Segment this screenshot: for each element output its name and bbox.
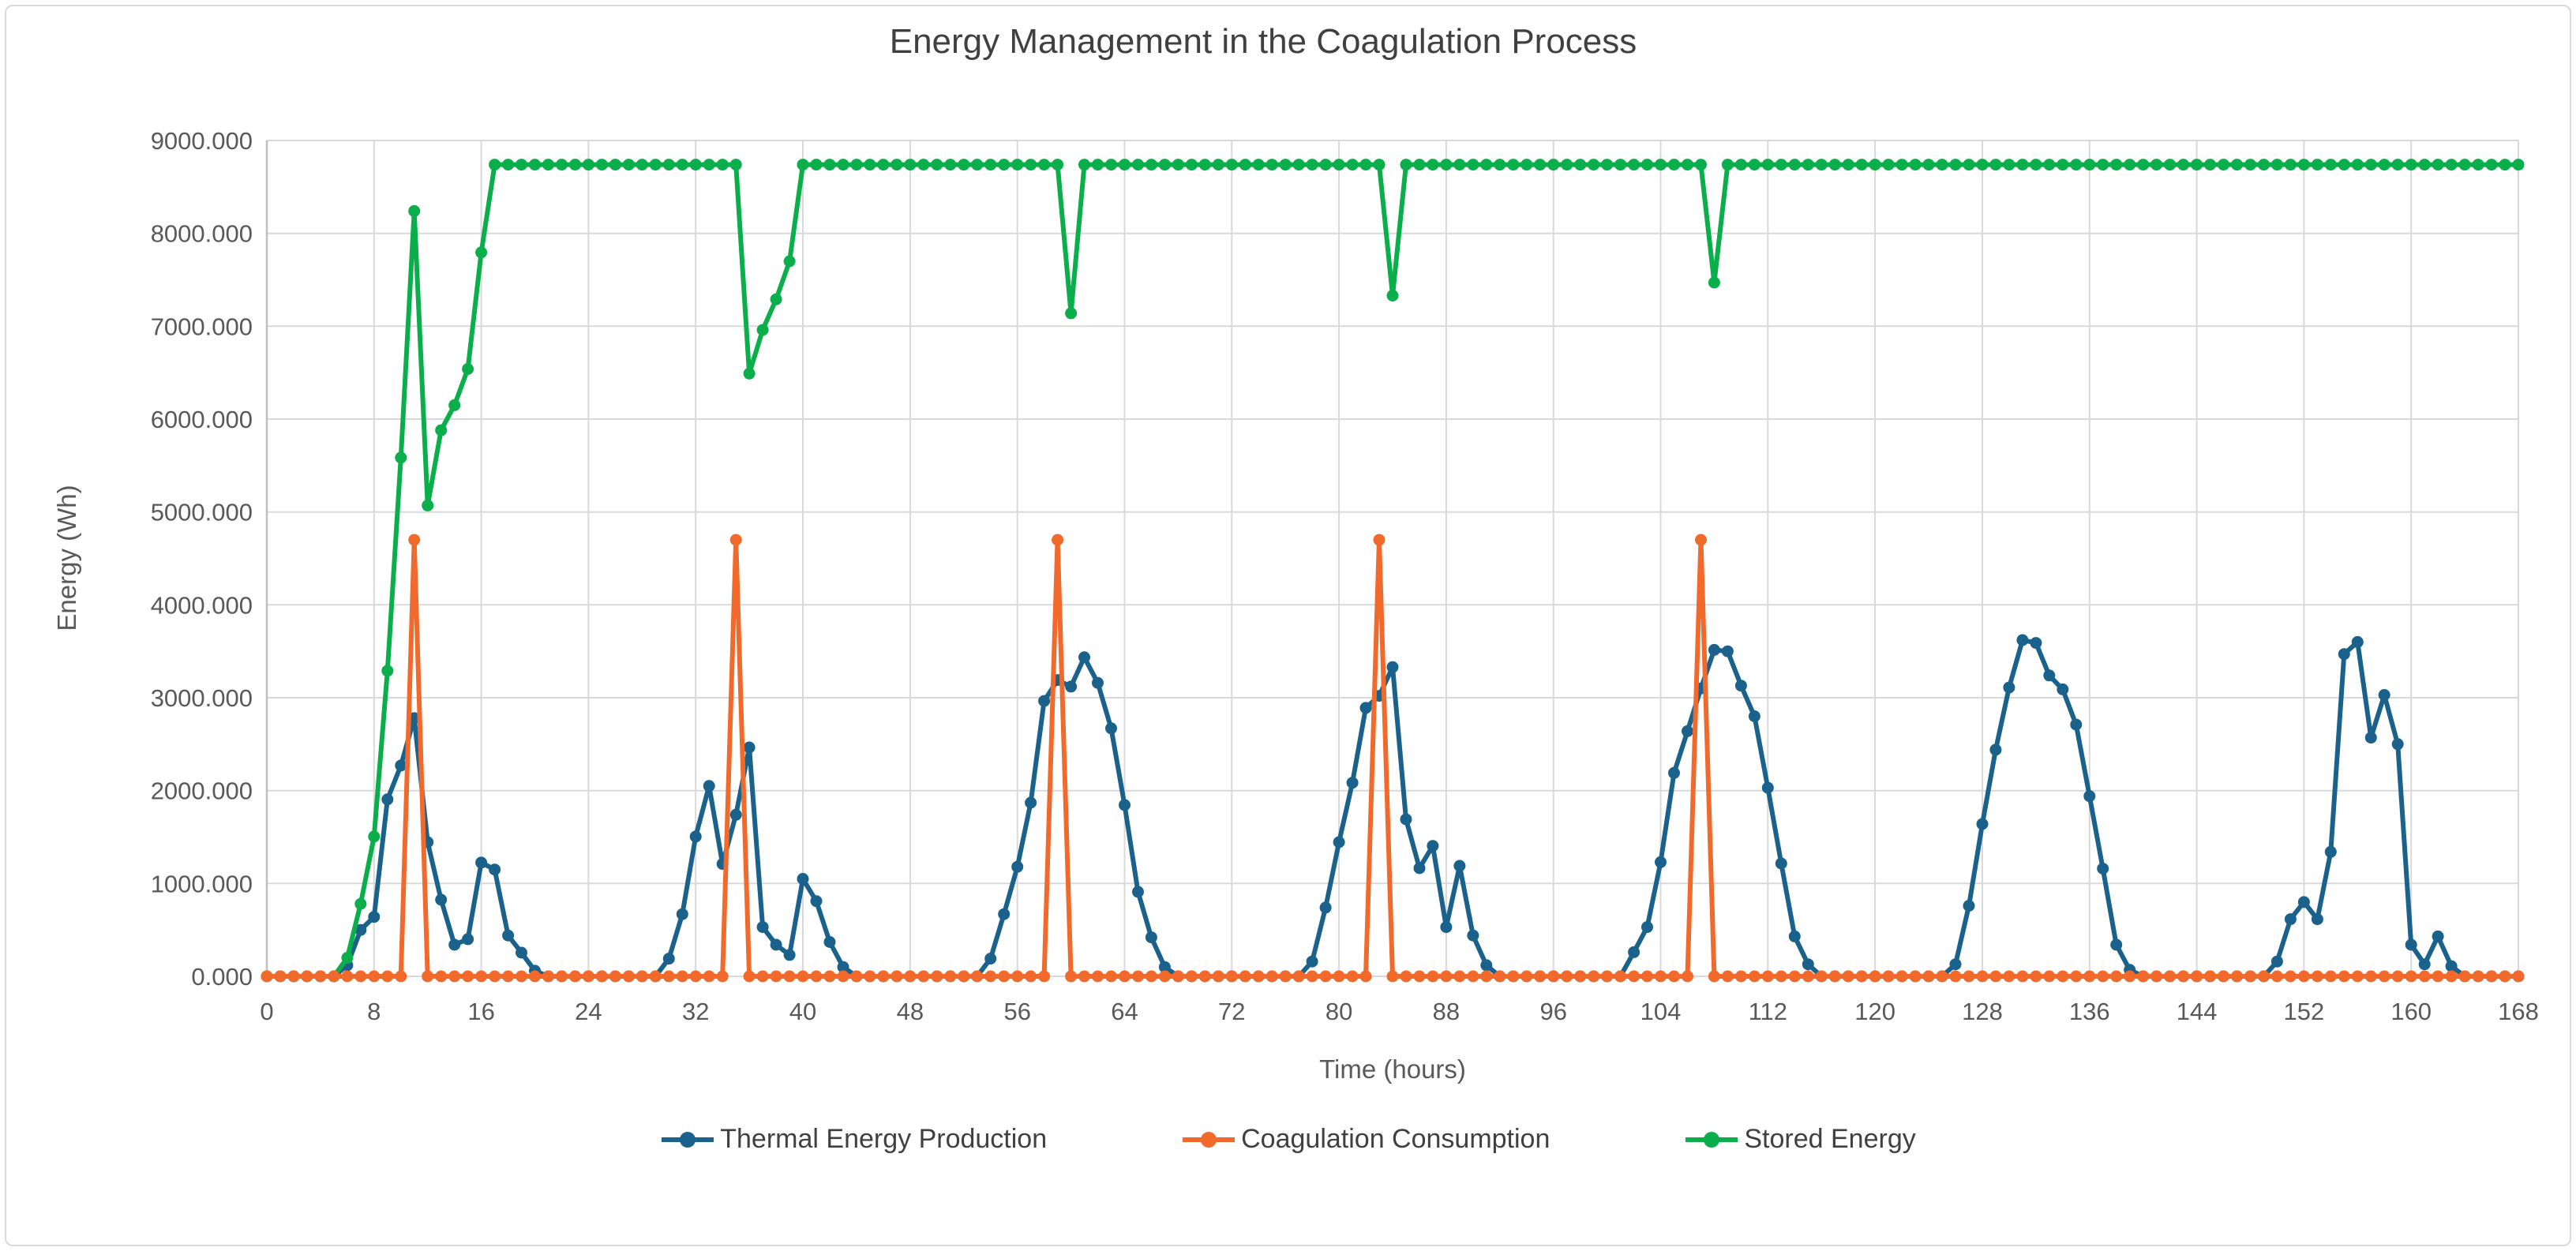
x-tick-label: 56 xyxy=(1003,998,1030,1025)
legend: Thermal Energy Production Coagulation Con… xyxy=(0,1124,2576,1155)
legend-marker-coagulation-consumption xyxy=(1183,1131,1236,1148)
x-tick-label: 64 xyxy=(1111,998,1138,1025)
y-tick-label: 2000.000 xyxy=(151,777,253,805)
x-tick-label: 72 xyxy=(1218,998,1245,1025)
x-tick-label: 80 xyxy=(1325,998,1352,1025)
legend-label-thermal-energy-production: Thermal Energy Production xyxy=(720,1124,1048,1154)
x-tick-label: 96 xyxy=(1539,998,1566,1025)
x-tick-label: 112 xyxy=(1749,998,1787,1025)
x-tick-label: 0 xyxy=(260,998,273,1025)
y-tick-label: 9000.000 xyxy=(151,127,253,155)
x-tick-label: 40 xyxy=(789,998,816,1025)
legend-label-coagulation-consumption: Coagulation Consumption xyxy=(1241,1124,1550,1154)
series-stored-energy xyxy=(261,159,2525,983)
x-tick-label: 160 xyxy=(2390,998,2432,1025)
series-coagulation-consumption-markers xyxy=(261,534,2525,983)
y-tick-label: 5000.000 xyxy=(151,499,253,526)
x-tick-label: 8 xyxy=(367,998,381,1025)
legend-item-stored-energy: Stored Energy xyxy=(1684,1124,1916,1155)
series-stored-energy-line xyxy=(264,162,2521,979)
x-axis-title: Time (hours) xyxy=(1319,1054,1466,1084)
legend-item-thermal-energy-production: Thermal Energy Production xyxy=(660,1124,1047,1155)
y-tick-label: 3000.000 xyxy=(151,684,253,712)
y-tick-label: 8000.000 xyxy=(151,220,253,248)
chart-title: Energy Management in the Coagulation Pro… xyxy=(889,22,1637,61)
x-tick-label: 32 xyxy=(682,998,709,1025)
y-tick-label: 1000.000 xyxy=(151,870,253,897)
gridlines xyxy=(266,140,2519,977)
y-tick-label: 7000.000 xyxy=(151,313,253,340)
x-tick-label: 48 xyxy=(897,998,924,1025)
legend-item-coagulation-consumption: Coagulation Consumption xyxy=(1181,1124,1550,1155)
x-tick-label: 152 xyxy=(2284,998,2325,1025)
x-tick-label: 88 xyxy=(1433,998,1460,1025)
legend-marker-stored-energy xyxy=(1685,1131,1738,1148)
x-tick-label: 104 xyxy=(1640,998,1682,1025)
x-tick-label: 128 xyxy=(1962,998,2003,1025)
legend-label-stored-energy: Stored Energy xyxy=(1744,1124,1916,1154)
legend-marker-thermal-energy-production xyxy=(662,1131,714,1148)
y-tick-label: 0.000 xyxy=(191,963,253,991)
x-tick-label: 168 xyxy=(2498,998,2539,1025)
y-tick-label: 4000.000 xyxy=(151,591,253,619)
y-tick-label: 6000.000 xyxy=(151,406,253,433)
series-coagulation-consumption xyxy=(261,534,2525,983)
x-tick-label: 24 xyxy=(575,998,602,1025)
x-tick-label: 136 xyxy=(2069,998,2110,1025)
x-tick-labels: 0 8 16 24 32 40 48 56 64 72 80 88 96 104 112 120 128 136 1… xyxy=(260,998,2538,1025)
x-tick-label: 144 xyxy=(2177,998,2218,1025)
x-tick-label: 120 xyxy=(1854,998,1895,1025)
x-tick-label: 16 xyxy=(467,998,494,1025)
y-tick-labels: 0.000 1000.000 2000.000 3000.000 4000.000 500… xyxy=(151,127,253,991)
